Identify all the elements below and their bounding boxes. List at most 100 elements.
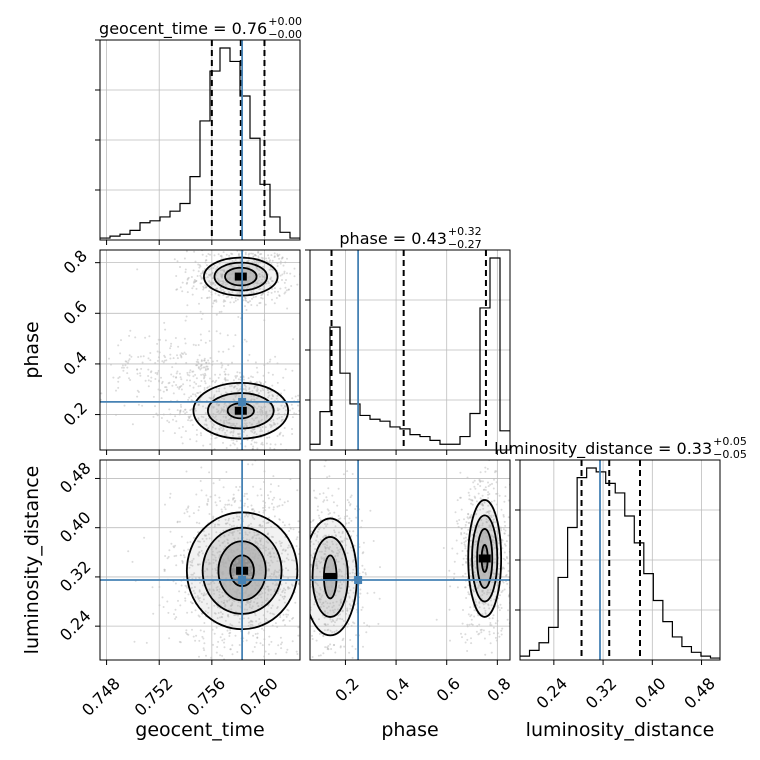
sample-point bbox=[499, 594, 501, 597]
sample-point bbox=[484, 612, 487, 615]
sample-point bbox=[255, 284, 258, 287]
title-minus-error: −0.00 bbox=[268, 28, 302, 41]
sample-point bbox=[329, 643, 332, 646]
sample-point bbox=[222, 441, 224, 444]
sample-point bbox=[235, 394, 238, 396]
sample-point bbox=[201, 456, 203, 458]
sample-point bbox=[465, 560, 468, 563]
sample-point bbox=[283, 281, 286, 284]
sample-point bbox=[326, 585, 328, 588]
sample-point bbox=[271, 498, 274, 501]
sample-point bbox=[282, 376, 285, 379]
sample-point bbox=[212, 561, 215, 564]
sample-point bbox=[326, 602, 329, 605]
sample-point bbox=[219, 286, 222, 289]
sample-point bbox=[174, 582, 177, 585]
sample-point bbox=[322, 605, 325, 608]
sample-point bbox=[291, 407, 294, 410]
sample-point bbox=[225, 447, 228, 449]
sample-point bbox=[178, 427, 181, 430]
sample-point bbox=[474, 487, 477, 490]
sample-point bbox=[205, 418, 208, 420]
sample-point bbox=[286, 546, 289, 549]
sample-point bbox=[230, 252, 233, 255]
sample-point bbox=[481, 668, 483, 670]
sample-point bbox=[216, 589, 218, 592]
sample-point bbox=[317, 514, 320, 517]
sample-point bbox=[228, 517, 230, 520]
sample-point bbox=[304, 610, 306, 612]
sample-point bbox=[219, 286, 222, 289]
sample-point bbox=[232, 277, 235, 280]
sample-point bbox=[223, 290, 226, 293]
sample-point bbox=[180, 584, 183, 587]
sample-point bbox=[497, 606, 500, 609]
sample-point bbox=[124, 360, 127, 363]
sample-point bbox=[178, 372, 181, 375]
sample-point bbox=[249, 564, 252, 567]
sample-point bbox=[253, 548, 256, 551]
sample-point bbox=[336, 504, 339, 507]
sample-point bbox=[219, 500, 222, 502]
sample-point bbox=[191, 287, 194, 290]
sample-point bbox=[117, 344, 120, 347]
sample-point bbox=[221, 510, 224, 513]
sample-point bbox=[465, 533, 468, 536]
sample-point bbox=[225, 434, 228, 437]
sample-point bbox=[206, 296, 209, 299]
sample-point bbox=[335, 543, 338, 546]
sample-point bbox=[234, 259, 237, 261]
sample-point bbox=[334, 534, 337, 537]
sample-point bbox=[212, 558, 215, 561]
title-minus-error: −0.05 bbox=[713, 448, 747, 461]
sample-point bbox=[248, 265, 250, 268]
sample-point bbox=[329, 618, 332, 621]
sample-point bbox=[273, 290, 276, 293]
sample-point bbox=[190, 611, 193, 614]
sample-point bbox=[259, 287, 262, 290]
sample-point bbox=[225, 404, 228, 407]
sample-point bbox=[278, 433, 281, 436]
sample-point bbox=[260, 253, 263, 255]
sample-point bbox=[238, 621, 241, 624]
sample-point bbox=[200, 297, 203, 299]
sample-point bbox=[281, 504, 284, 507]
sample-point bbox=[336, 546, 339, 549]
sample-point bbox=[238, 371, 241, 374]
sample-point bbox=[327, 605, 330, 608]
sample-point bbox=[186, 304, 189, 307]
sample-point bbox=[198, 590, 201, 593]
sample-point bbox=[203, 649, 206, 652]
sample-point bbox=[267, 588, 270, 591]
sample-point bbox=[258, 275, 261, 278]
sample-point bbox=[238, 485, 241, 488]
sample-point bbox=[185, 315, 188, 318]
sample-point bbox=[233, 590, 236, 593]
sample-point bbox=[169, 496, 171, 499]
sample-point bbox=[189, 384, 191, 387]
sample-point bbox=[336, 453, 338, 455]
sample-point bbox=[214, 437, 217, 440]
sample-point bbox=[224, 603, 227, 606]
sample-point bbox=[231, 361, 233, 364]
sample-point bbox=[228, 254, 231, 257]
sample-point bbox=[194, 577, 197, 580]
y-axis-label-luminosity_distance: luminosity_distance bbox=[21, 466, 43, 655]
sample-point bbox=[147, 375, 150, 377]
sample-point bbox=[224, 508, 227, 511]
sample-point bbox=[259, 389, 262, 392]
sample-point bbox=[219, 280, 222, 283]
sample-point bbox=[342, 710, 344, 712]
sample-point bbox=[265, 466, 267, 468]
sample-point bbox=[492, 514, 495, 517]
sample-point bbox=[234, 499, 237, 502]
sample-point bbox=[233, 686, 235, 688]
sample-point bbox=[331, 619, 334, 621]
sample-point bbox=[252, 283, 255, 285]
sample-point bbox=[267, 291, 270, 294]
sample-point bbox=[333, 630, 336, 633]
sample-point bbox=[331, 520, 334, 523]
sample-point bbox=[356, 662, 358, 664]
sample-point bbox=[249, 573, 252, 576]
sample-point bbox=[464, 641, 467, 644]
